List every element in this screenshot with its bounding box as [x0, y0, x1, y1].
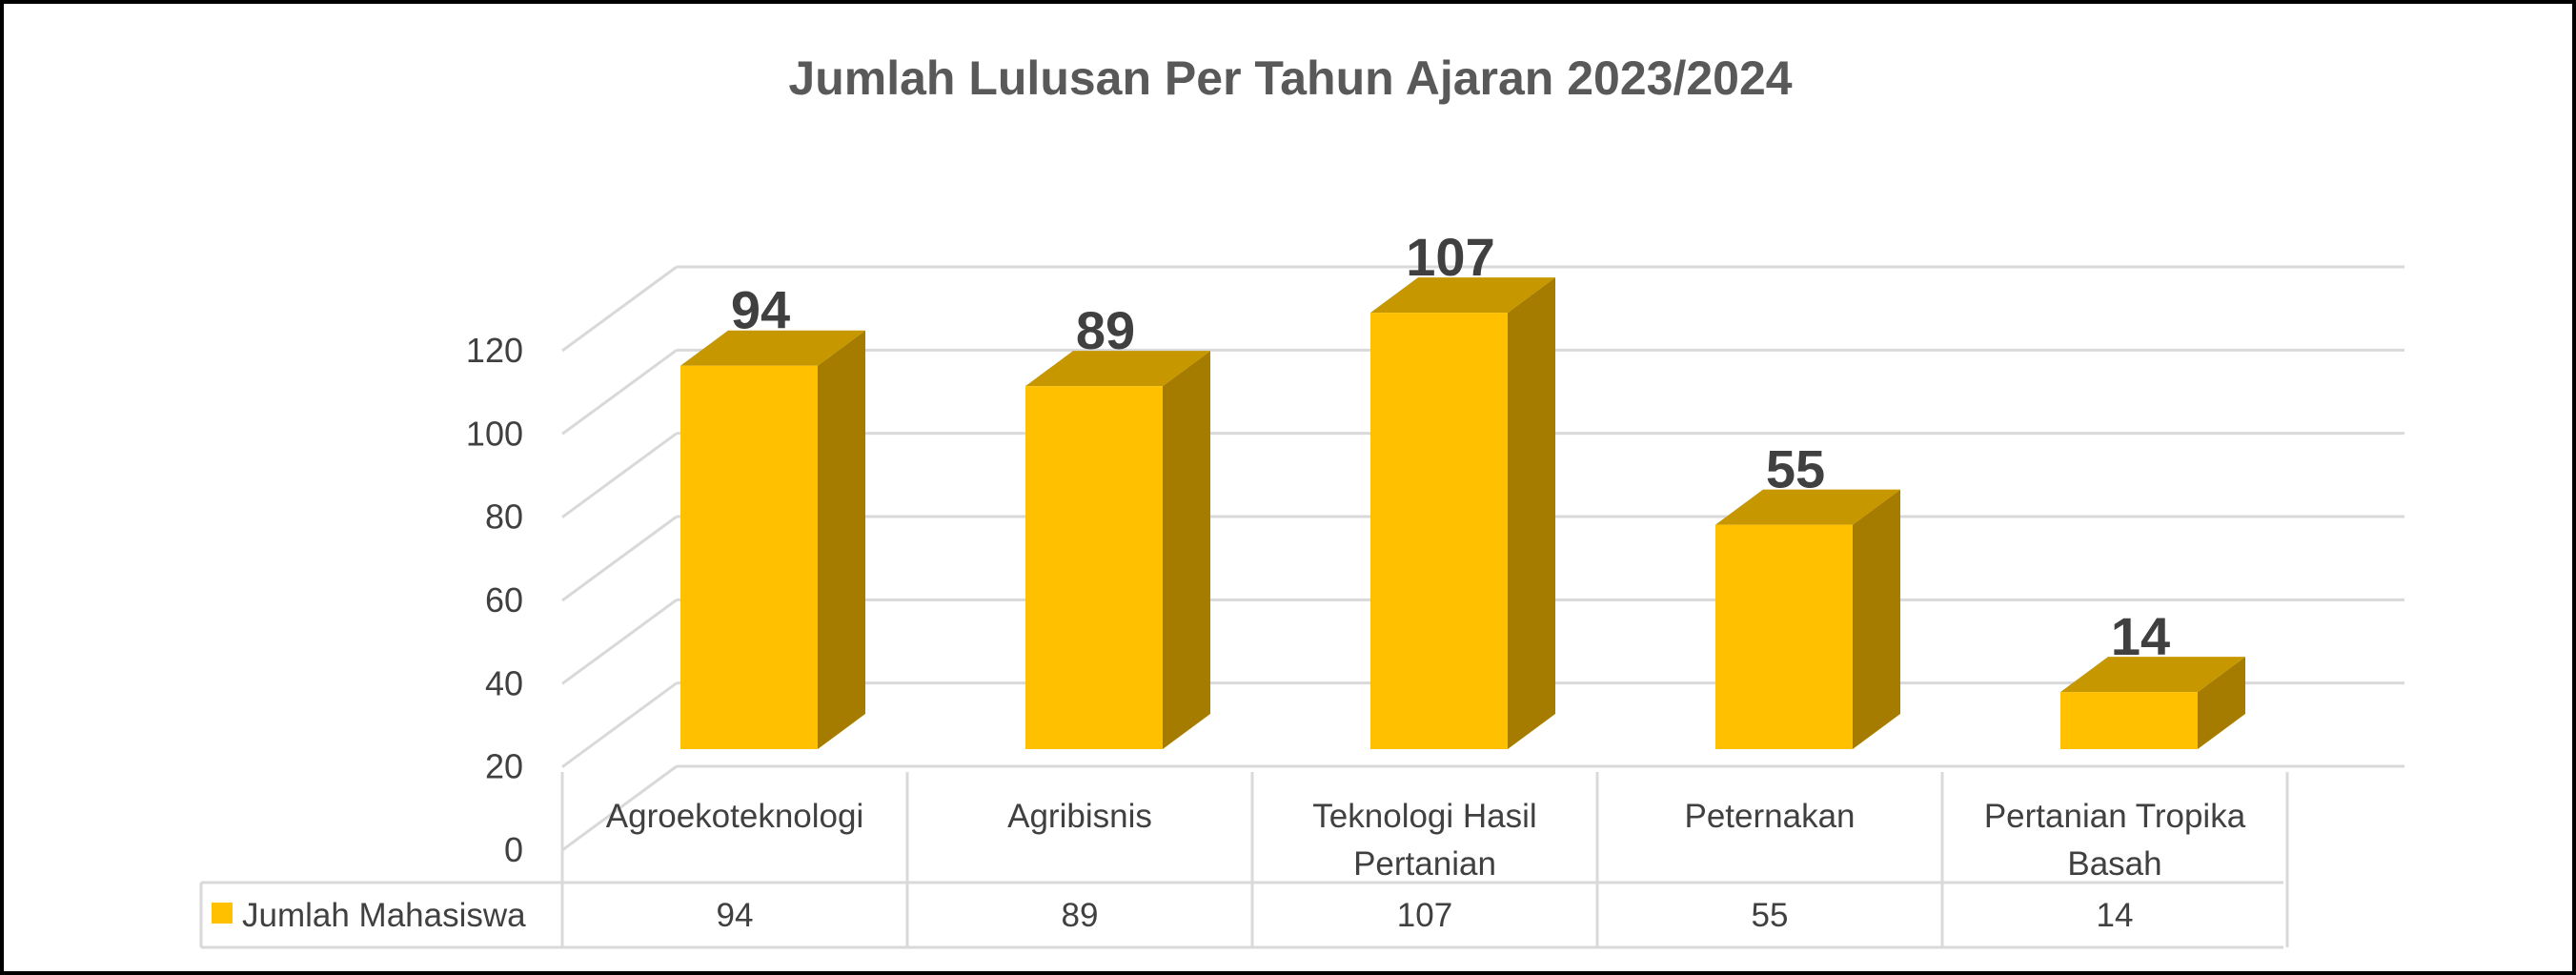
data-label: 55: [1766, 439, 1825, 499]
bar-top: [1370, 277, 1555, 314]
y-tick-label: 100: [466, 414, 523, 453]
y-tick-label: 80: [485, 498, 523, 537]
gridline-depth: [561, 349, 678, 436]
bar-top: [1025, 351, 1210, 387]
legend-swatch: [212, 903, 233, 924]
gridline-depth: [561, 265, 678, 353]
bar: [680, 365, 818, 749]
bars: [680, 277, 2245, 749]
chart-title: Jumlah Lulusan Per Tahun Ajaran 2023/202…: [788, 51, 1792, 105]
data-table: Agroekoteknologi 94 Agribisnis 89 Teknologi …: [199, 772, 2289, 949]
data-label: 94: [731, 280, 790, 340]
bar-side: [1853, 489, 1900, 749]
bar-side: [2198, 657, 2245, 749]
category-label: Basah: [2067, 845, 2161, 883]
bar-top: [1715, 489, 1900, 525]
bar: [2060, 692, 2198, 749]
bar-side: [1508, 277, 1555, 749]
gridline-depth: [561, 764, 678, 852]
y-tick-label: 120: [466, 331, 523, 370]
gridline-depth: [561, 681, 678, 768]
legend-label: Jumlah Mahasiswa: [242, 897, 526, 934]
y-tick-label: 20: [485, 747, 523, 786]
y-tick-label: 0: [504, 830, 523, 869]
y-tick-label: 60: [485, 580, 523, 620]
bar: [1370, 313, 1508, 749]
data-label: 89: [1076, 300, 1135, 360]
table-value: 89: [1062, 897, 1099, 934]
gridline-depth: [561, 432, 678, 518]
y-axis-ticks: 0 20 40 60 80 100 120: [466, 331, 523, 869]
y-tick-label: 40: [485, 663, 523, 702]
gridline-depth: [561, 515, 678, 602]
table-value: 94: [717, 897, 754, 934]
bar-side: [1163, 351, 1210, 749]
category-label: Peternakan: [1684, 798, 1855, 835]
table-value: 55: [1752, 897, 1789, 934]
category-label: Pertanian: [1353, 845, 1496, 883]
category-label: Agroekoteknologi: [606, 798, 863, 835]
bar-top: [2060, 657, 2245, 693]
data-label: 107: [1406, 227, 1494, 287]
bar-chart: Jumlah Lulusan Per Tahun Ajaran 2023/202…: [199, 51, 2404, 949]
category-label: Agribisnis: [1007, 798, 1152, 835]
category-label: Teknologi Hasil: [1312, 798, 1536, 835]
data-labels: 94 89 107 55 14: [731, 227, 2170, 666]
bar: [1025, 386, 1163, 749]
bar-top: [680, 330, 865, 366]
table-value: 14: [2097, 897, 2134, 934]
table-value: 107: [1397, 897, 1452, 934]
gridline-depth: [561, 599, 678, 685]
data-label: 14: [2111, 606, 2170, 666]
bar-side: [818, 330, 865, 749]
bar: [1715, 524, 1853, 749]
category-label: Pertanian Tropika: [1984, 798, 2246, 835]
